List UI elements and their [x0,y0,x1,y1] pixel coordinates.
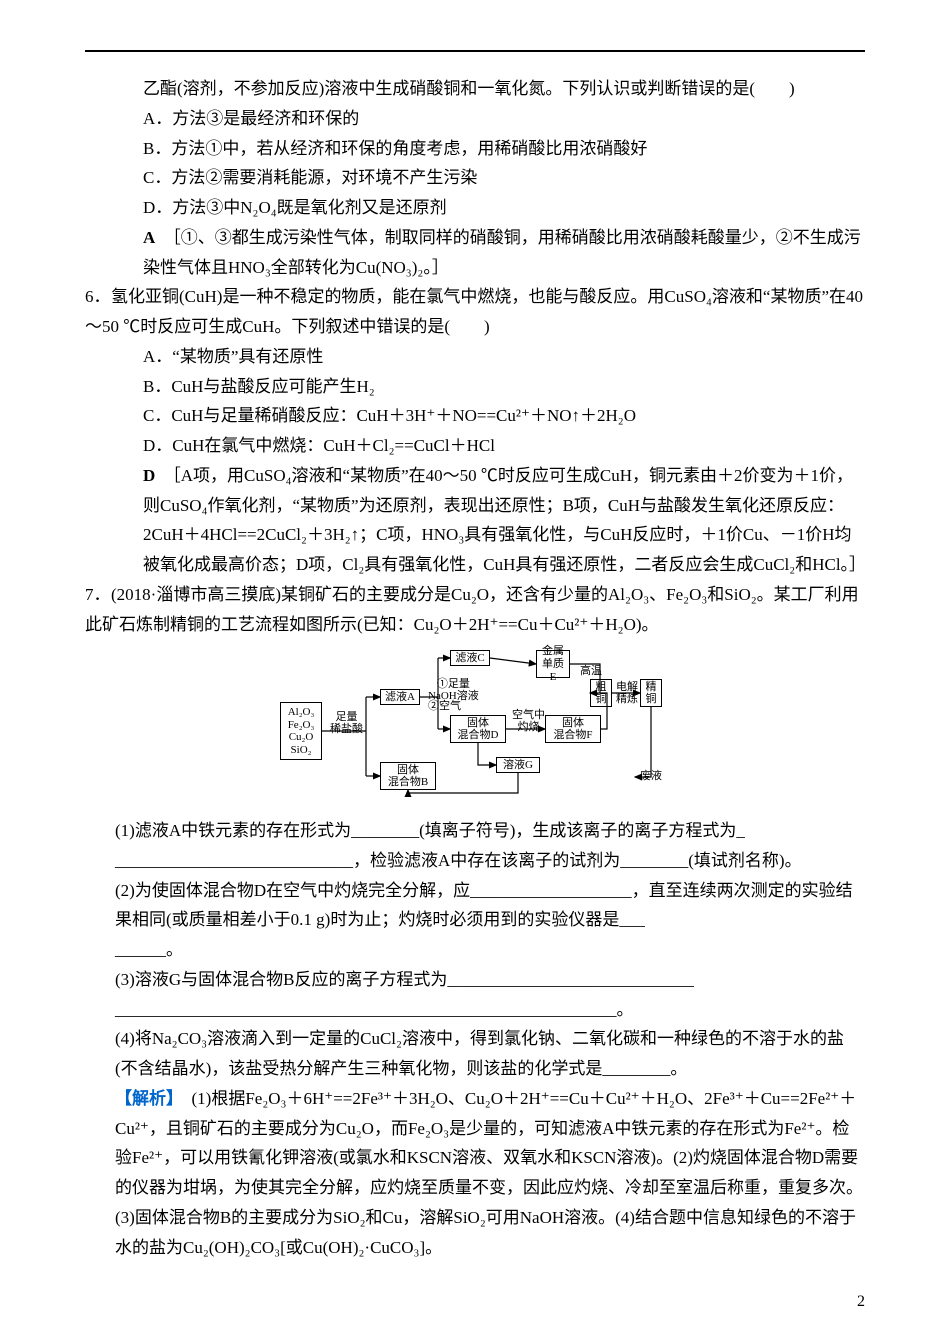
q7-p2b: ______。 [85,935,865,965]
q5-opt-d: D．方法③中N₂O₄既是氧化剂又是还原剂 [85,193,865,223]
q7-figure: Al₂O₃Fe₂O₃Cu₂OSiO₂滤液A固体混合物B滤液C固体混合物D固体混合… [85,645,865,810]
q7-p1b: ____________________________，检验滤液A中存在该离子… [85,846,865,876]
flow-arrows [280,645,670,800]
q5-opt-a: A．方法③是最经济和环保的 [85,104,865,134]
q7-num: 7． [85,580,111,610]
q5-answer-letter: A [143,228,155,247]
q7-analysis: 【解析】 (1)根据Fe₂O₃＋6H⁺==2Fe³⁺＋3H₂O、Cu₂O＋2H⁺… [85,1084,865,1263]
q7-p3a: (3)溶液G与固体混合物B反应的离子方程式为__________________… [85,965,865,995]
top-rule [85,50,865,52]
q5-stem-cont: 乙酯(溶剂，不参加反应)溶液中生成硝酸铜和一氧化氮。下列认识或判断错误的是( ) [85,74,865,104]
q7-stem: 7．(2018·淄博市高三摸底)某铜矿石的主要成分是Cu₂O，还含有少量的Al₂… [85,580,865,640]
q6-opt-c: C．CuH与足量稀硝酸反应：CuH＋3H⁺＋NO==Cu²⁺＋NO↑＋2H₂O [85,401,865,431]
page-number: 2 [857,1288,865,1316]
q6-stem: 6．氢化亚铜(CuH)是一种不稳定的物质，能在氯气中燃烧，也能与酸反应。用CuS… [85,282,865,342]
q5-opt-b: B．方法①中，若从经济和环保的角度考虑，用稀硝酸比用浓硝酸好 [85,134,865,164]
q6-opt-d: D．CuH在氯气中燃烧：CuH＋Cl₂==CuCl＋HCl [85,431,865,461]
q7-p4: (4)将Na₂CO₃溶液滴入到一定量的CuCl₂溶液中，得到氯化钠、二氧化碳和一… [85,1024,865,1084]
analysis-text: (1)根据Fe₂O₃＋6H⁺==2Fe³⁺＋3H₂O、Cu₂O＋2H⁺==Cu＋… [115,1089,863,1257]
q6-num: 6． [85,282,111,312]
flowchart: Al₂O₃Fe₂O₃Cu₂OSiO₂滤液A固体混合物B滤液C固体混合物D固体混合… [280,645,670,800]
q5-answer-exp: ［①、③都生成污染性气体，制取同样的硝酸铜，用稀硝酸比用浓硝酸耗酸量少，②不生成… [143,228,861,277]
analysis-label: 【解析】 [115,1089,175,1108]
q6-answer-letter: D [143,466,155,485]
q5-opt-c: C．方法②需要消耗能源，对环境不产生污染 [85,163,865,193]
q6-opt-a: A．“某物质”具有还原性 [85,342,865,372]
q7-stem-text: (2018·淄博市高三摸底)某铜矿石的主要成分是Cu₂O，还含有少量的Al₂O₃… [85,585,859,634]
q7-p2a: (2)为使固体混合物D在空气中灼烧完全分解，应_________________… [85,876,865,936]
q6-stem-text: 氢化亚铜(CuH)是一种不稳定的物质，能在氯气中燃烧，也能与酸反应。用CuSO₄… [85,287,863,336]
q6-answer-exp: ［A项，用CuSO₄溶液和“某物质”在40～50 ℃时反应可生成CuH，铜元素由… [143,466,866,574]
q7-p1a: (1)滤液A中铁元素的存在形式为________(填离子符号)，生成该离子的离子… [85,816,865,846]
q6-opt-b: B．CuH与盐酸反应可能产生H₂ [85,372,865,402]
q5-answer: A ［①、③都生成污染性气体，制取同样的硝酸铜，用稀硝酸比用浓硝酸耗酸量少，②不… [85,223,865,283]
q7-p3b: ________________________________________… [85,995,865,1025]
q6-answer: D ［A项，用CuSO₄溶液和“某物质”在40～50 ℃时反应可生成CuH，铜元… [85,461,865,580]
